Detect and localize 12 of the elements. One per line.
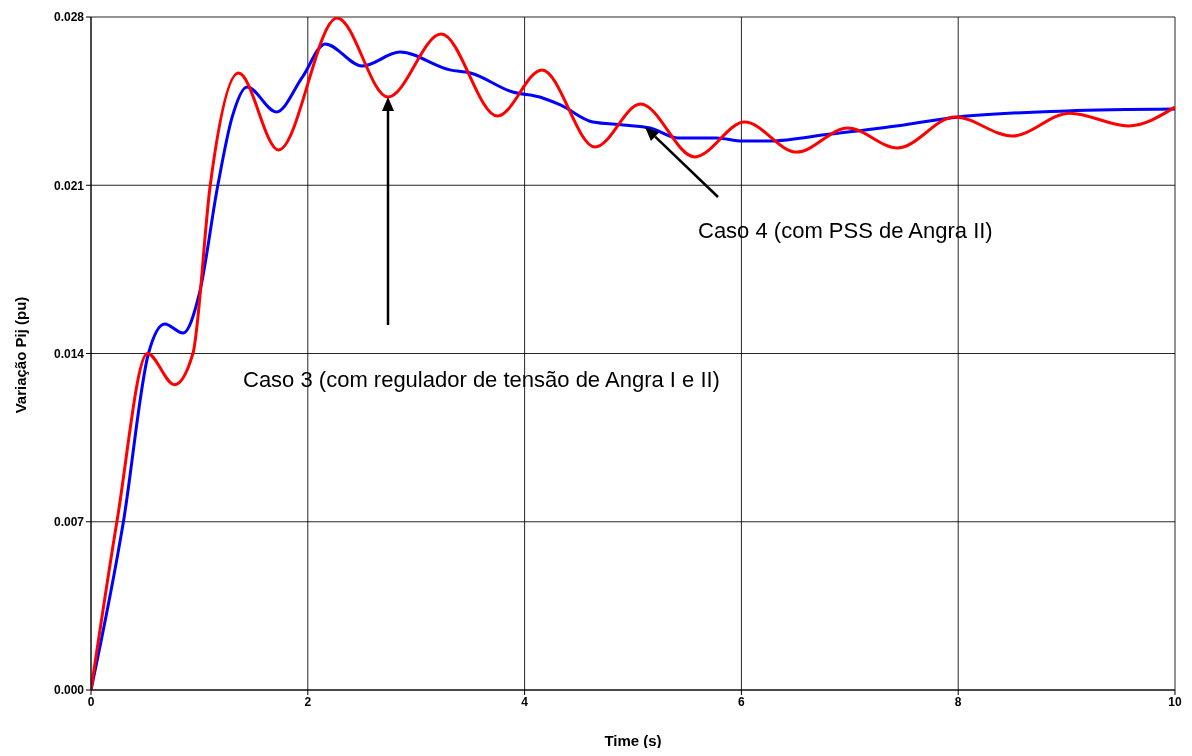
x-tick-label: 10 <box>1168 694 1182 709</box>
y-tick-label: 0.014 <box>53 346 85 361</box>
x-tick-label: 2 <box>304 694 312 709</box>
y-tick-label: 0.000 <box>53 683 85 698</box>
y-tick-label: 0.028 <box>53 10 85 25</box>
x-tick-label: 8 <box>954 694 962 709</box>
x-tick-label: 6 <box>738 694 746 709</box>
y-tick-label: 0.007 <box>53 515 85 530</box>
y-tick-label: 0.021 <box>53 178 85 193</box>
x-tick-label: 0 <box>87 694 95 709</box>
x-tick-label: 4 <box>521 694 529 709</box>
y-axis-title: Variação Pij (pu) <box>11 296 29 414</box>
